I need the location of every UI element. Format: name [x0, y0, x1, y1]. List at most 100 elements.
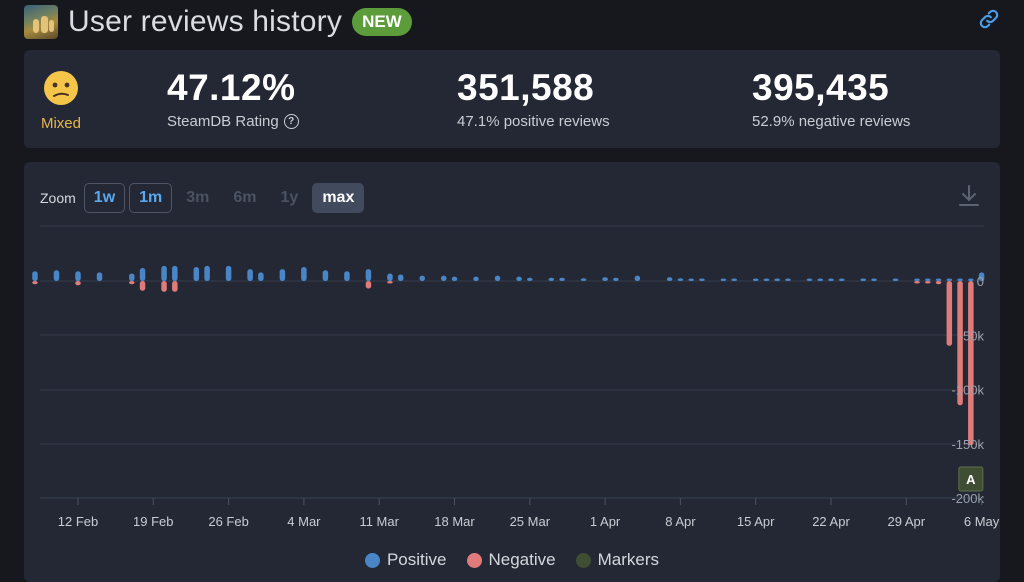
- zoom-label: Zoom: [40, 190, 76, 206]
- rating-label: SteamDB Rating: [167, 113, 279, 130]
- y-tick-label: -150k: [951, 437, 984, 452]
- positive-bar: [752, 278, 759, 281]
- positive-bar: [559, 277, 565, 281]
- positive-bar: [139, 268, 146, 281]
- mood-indicator: Mixed: [40, 70, 82, 132]
- positive-bar: [688, 278, 694, 281]
- chart-gridlines: [40, 225, 984, 499]
- positive-bar: [602, 277, 608, 281]
- positive-bar: [440, 275, 447, 281]
- confused-face-icon: [44, 71, 78, 105]
- negative-bar: [914, 281, 920, 284]
- new-badge: NEW: [352, 8, 412, 36]
- positive-bar: [225, 265, 232, 281]
- positive-bar: [548, 277, 555, 281]
- y-tick-label: -100k: [951, 383, 984, 398]
- positive-bar: [666, 277, 673, 281]
- download-icon[interactable]: [958, 184, 980, 208]
- zoom-3m-button: 3m: [186, 189, 210, 206]
- page-title: User reviews history: [68, 5, 343, 38]
- legend-markers[interactable]: Markers: [575, 550, 660, 570]
- x-tick-label: 18 Mar: [434, 514, 475, 529]
- x-tick-label: 11 Mar: [359, 514, 399, 529]
- positive-bar: [129, 273, 135, 281]
- positive-bar: [161, 265, 167, 281]
- positive-bar: [978, 272, 985, 281]
- legend-positive[interactable]: Positive: [364, 550, 447, 570]
- positive-bar: [516, 276, 522, 281]
- rating-stat: 47.12% SteamDB Rating ?: [167, 68, 299, 130]
- positive-bar: [968, 278, 974, 281]
- rating-value: 47.12%: [167, 67, 296, 108]
- positive-bar: [53, 270, 60, 281]
- marker-flag[interactable]: [958, 466, 984, 492]
- x-tick-label: 29 Apr: [888, 514, 926, 529]
- x-tick-label: 26 Feb: [208, 514, 248, 529]
- positive-bar: [914, 278, 920, 281]
- x-tick-label: 12 Feb: [58, 514, 98, 529]
- positive-bar: [494, 275, 501, 281]
- positive-bar: [451, 276, 458, 281]
- y-tick-label: -50k: [959, 328, 985, 343]
- positive-bar: [763, 278, 770, 281]
- help-icon[interactable]: ?: [283, 114, 299, 129]
- positive-bar: [613, 277, 619, 281]
- legend-markers-swatch: [575, 552, 591, 568]
- legend-negative[interactable]: Negative: [466, 550, 556, 570]
- negative-bar: [387, 281, 393, 284]
- header: User reviews history NEW: [24, 2, 412, 42]
- positive-bar: [172, 265, 178, 281]
- positive-bar: [397, 274, 404, 281]
- zoom-1m-button[interactable]: 1m: [129, 183, 173, 213]
- x-tick-label: 1 Apr: [590, 514, 621, 529]
- legend-negative-label: Negative: [488, 550, 556, 569]
- legend-markers-label: Markers: [597, 550, 660, 569]
- y-axis-labels: 0 -50k -100k -150k -200k: [951, 274, 984, 506]
- positive-bar: [860, 278, 867, 281]
- zoom-1w-button[interactable]: 1w: [83, 183, 126, 213]
- negative-bar: [32, 281, 38, 285]
- chart-markers[interactable]: A: [958, 466, 984, 492]
- positive-bar: [785, 278, 791, 281]
- negative-bar: [365, 281, 372, 289]
- zoom-max-button[interactable]: max: [312, 183, 365, 213]
- positive-bar: [774, 278, 780, 281]
- negative-bar: [957, 281, 963, 406]
- stats-panel: Mixed 47.12% SteamDB Rating ? 351,588 47…: [24, 50, 1000, 148]
- positive-bar: [32, 271, 38, 281]
- positive-bar: [828, 278, 834, 281]
- game-capsule-icon: [24, 5, 58, 39]
- legend-positive-swatch: [364, 552, 380, 568]
- negative-bar: [935, 281, 942, 285]
- link-icon[interactable]: [978, 8, 1000, 30]
- negative-bar: [161, 281, 167, 292]
- reviews-chart: 0 -50k -100k -150k -200k 12 Feb 19 Feb 26 Feb 4…: [32, 225, 1000, 529]
- positive-bar: [946, 278, 953, 281]
- negative-label: 52.9% negative reviews: [752, 113, 911, 130]
- negative-bar: [129, 281, 135, 285]
- y-tick-label: -200k: [951, 491, 984, 506]
- positive-bar: [935, 278, 942, 281]
- chart-legend: Positive Negative Markers: [24, 550, 1000, 570]
- legend-positive-label: Positive: [386, 550, 447, 569]
- positive-bar: [344, 271, 350, 281]
- positive-bar: [279, 269, 286, 281]
- positive-bar: [731, 278, 737, 281]
- negative-bar: [946, 281, 953, 346]
- mood-label: Mixed: [40, 115, 81, 132]
- zoom-6m-button: 6m: [233, 189, 257, 206]
- positive-bar: [677, 278, 684, 281]
- positive-bar: [957, 278, 963, 281]
- positive-bar: [204, 265, 210, 281]
- y-tick-label: 0: [977, 274, 984, 289]
- positive-bar: [699, 278, 705, 281]
- positive-label: 47.1% positive reviews: [457, 113, 610, 130]
- legend-negative-swatch: [466, 552, 482, 568]
- positive-bar: [75, 271, 81, 281]
- x-tick-label: 4 Mar: [287, 514, 321, 529]
- x-tick-label: 6 May: [964, 514, 1000, 529]
- positive-bar: [839, 278, 845, 281]
- x-tick-label: 22 Apr: [812, 514, 850, 529]
- x-tick-label: 25 Mar: [510, 514, 551, 529]
- positive-bar: [473, 276, 479, 281]
